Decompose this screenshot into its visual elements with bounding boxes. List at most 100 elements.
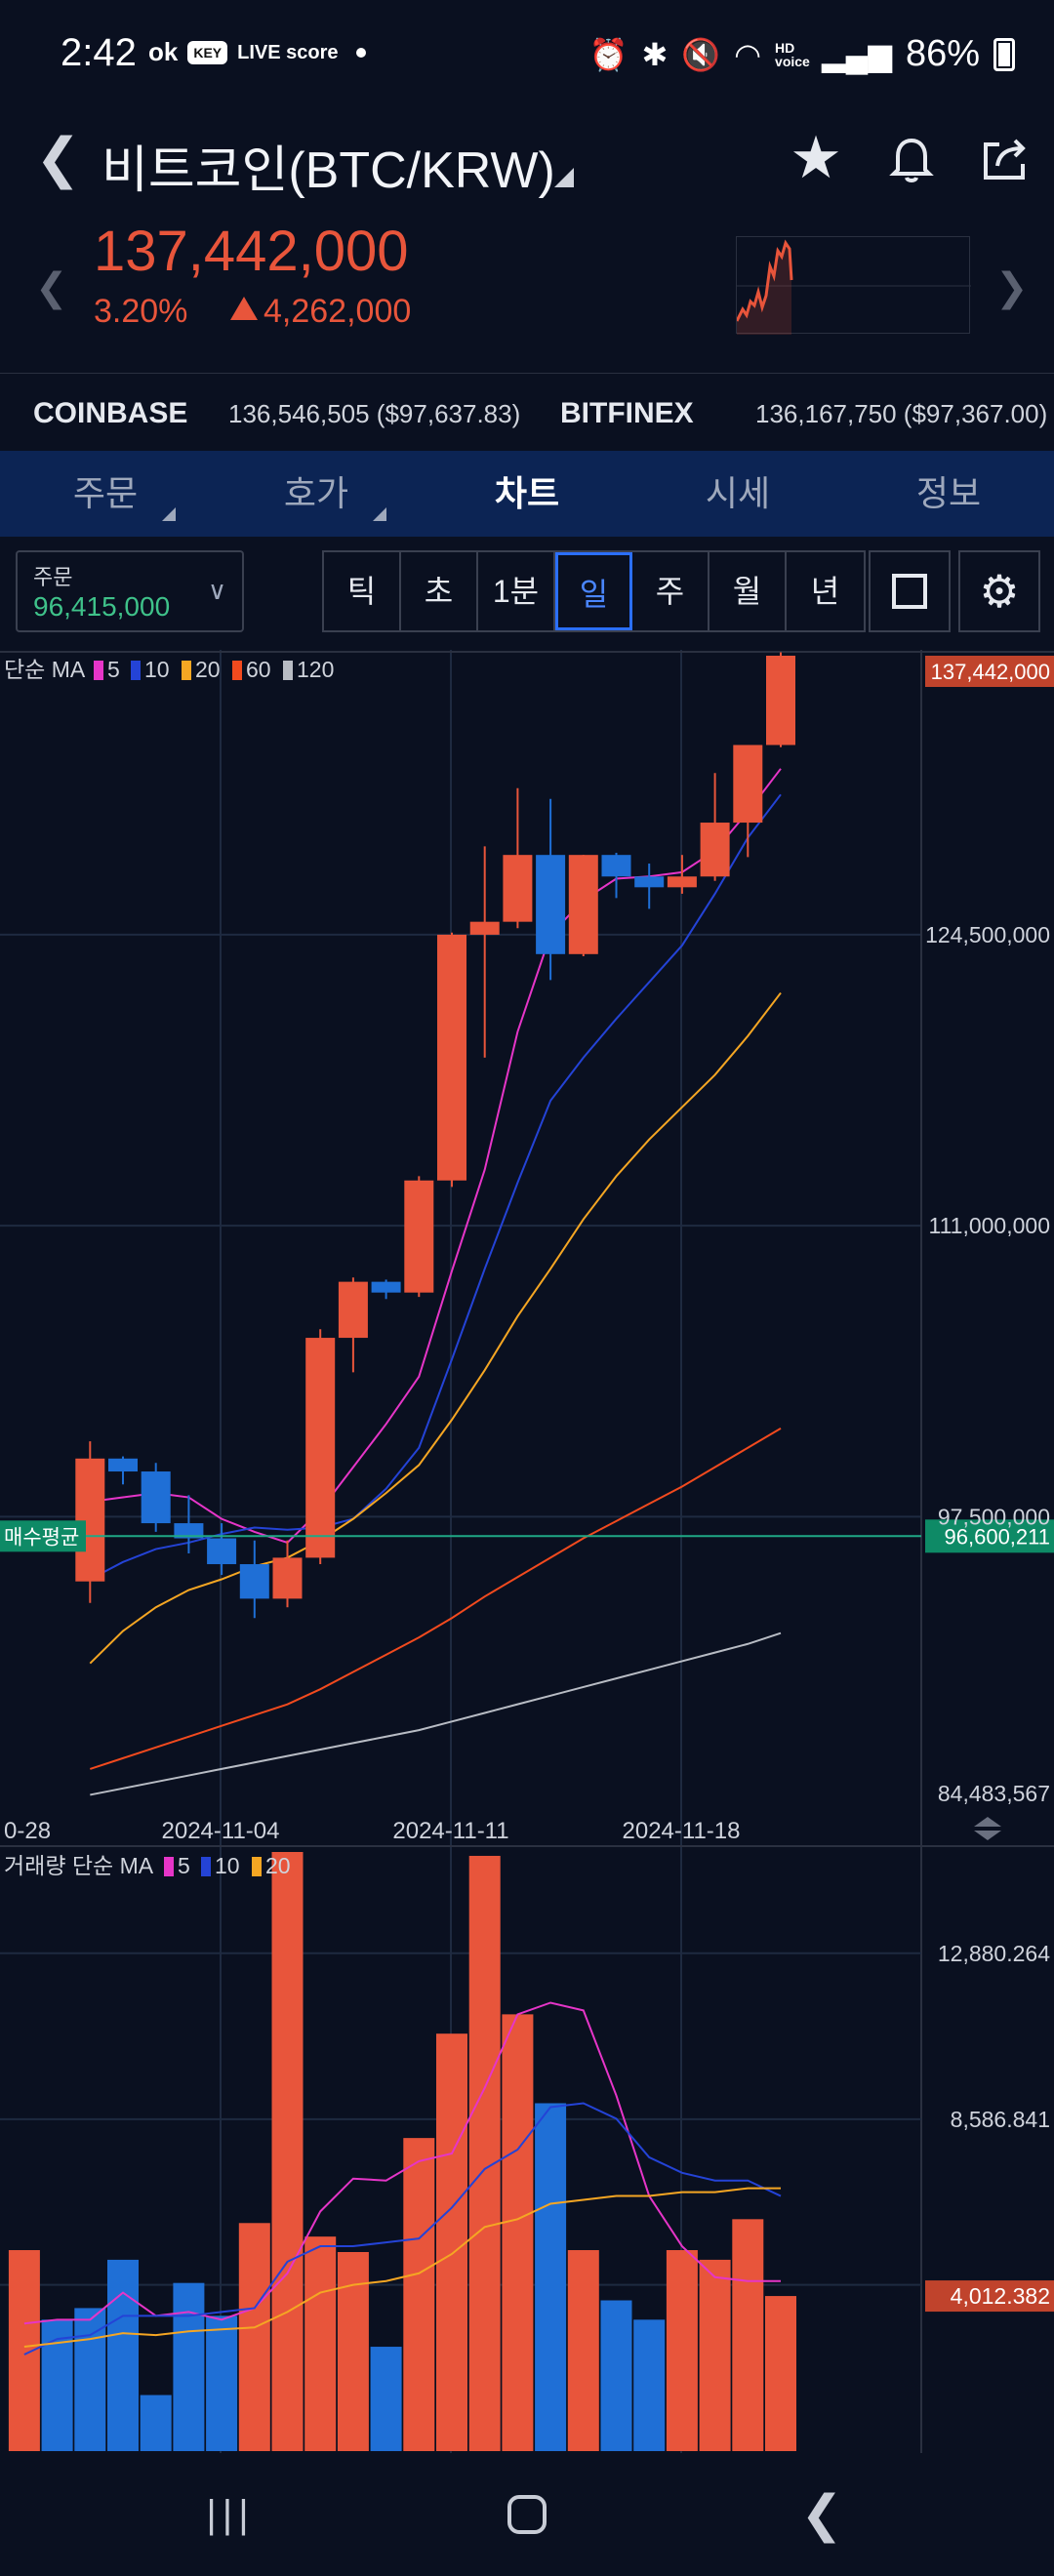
period-minute[interactable]: 1분 [478, 552, 555, 630]
legend-swatch [94, 661, 103, 680]
chart-svg[interactable]: 매수평균 96,600,211 124,500,000 111,000,000 97,5… [0, 650, 1054, 2453]
notification-dot-icon [355, 47, 366, 58]
tab-info[interactable]: 정보 [843, 451, 1054, 537]
bluetooth-icon: ✱ [641, 36, 669, 72]
battery-percent: 86% [905, 33, 980, 74]
mini-price-chart[interactable] [735, 236, 971, 335]
volume-ma10-line [23, 2102, 782, 2355]
price-ma20-line [89, 991, 782, 1665]
avg-buy-badge [0, 1520, 86, 1552]
home-icon[interactable] [488, 2482, 566, 2547]
legend-label: 5 [107, 657, 120, 682]
candle-body [667, 876, 697, 888]
volume-bar [666, 2250, 698, 2451]
volume-bar [8, 2250, 40, 2451]
exchange-price: 136,546,505 ($97,637.83) [228, 399, 521, 428]
candle-body [207, 1538, 237, 1565]
gear-icon: ⚙ [979, 566, 1020, 617]
volume-bar [468, 1855, 501, 2451]
price-ma5-line [90, 768, 782, 1545]
price-y-tick: 124,500,000 [925, 922, 1050, 947]
nav-back-icon[interactable]: ❮ [800, 2486, 843, 2543]
tab-orderbook[interactable]: 호가 [211, 451, 422, 537]
legend-swatch [232, 661, 242, 680]
share-icon[interactable] [976, 129, 1034, 187]
period-day[interactable]: 일 [555, 552, 632, 630]
tab-chart[interactable]: 차트 [422, 451, 632, 537]
main-tabs: 주문 호가 차트 시세 정보 [0, 451, 1054, 537]
alarm-icon: ⏰ [588, 36, 628, 72]
volume-bar [304, 2236, 337, 2451]
legend-label: 120 [297, 657, 334, 682]
price-ma60-line [89, 1427, 782, 1770]
volume-bar [206, 2315, 238, 2451]
volume-bar [370, 2347, 402, 2451]
price-y-tick: 111,000,000 [929, 1213, 1051, 1238]
chevron-down-icon: ∨ [207, 576, 226, 605]
recent-apps-icon[interactable]: ||| [206, 2492, 255, 2536]
fullscreen-button[interactable] [869, 550, 951, 632]
tab-dropdown-icon [373, 507, 386, 521]
legend-label: 20 [195, 657, 221, 682]
resize-down-icon [974, 1831, 1001, 1840]
next-coin-icon[interactable]: ❯ [995, 266, 1029, 309]
settings-button[interactable]: ⚙ [958, 550, 1040, 632]
mute-icon: 🔇 [681, 36, 721, 72]
period-year[interactable]: 년 [810, 574, 840, 609]
order-select[interactable]: 주문 96,415,000 ∨ [16, 550, 244, 632]
change-percent: 3.20% [94, 293, 188, 330]
battery-icon [993, 37, 1015, 71]
legend-label: 5 [178, 1853, 190, 1878]
legend-swatch [164, 1857, 174, 1876]
previous-coin-icon[interactable]: ❮ [35, 266, 68, 309]
volume-bar [732, 2219, 764, 2451]
back-icon[interactable]: ❮ [35, 127, 81, 188]
period-second[interactable]: 초 [401, 552, 478, 630]
volume-bar [337, 2251, 369, 2451]
x-tick: 2024-11-18 [623, 1818, 741, 1844]
x-tick: 2024-11-04 [162, 1818, 280, 1844]
candle-body [437, 934, 466, 1181]
period-tick[interactable]: 틱 [324, 552, 401, 630]
candle-body [536, 855, 566, 954]
tab-label: 주문 [72, 473, 139, 513]
avg-buy-value-badge [925, 1519, 1054, 1553]
candle-body [108, 1458, 138, 1472]
bell-icon[interactable] [882, 129, 941, 187]
x-tick: 0-28 [4, 1818, 51, 1844]
tab-quotes[interactable]: 시세 [632, 451, 843, 537]
tab-label: 차트 [494, 473, 560, 513]
volume-bar [567, 2250, 599, 2451]
legend-label: 20 [265, 1853, 291, 1878]
tab-label: 시세 [705, 473, 771, 513]
candle-body [239, 1564, 269, 1599]
livescore-app-icon: LIVE score [237, 41, 339, 63]
candle-body [272, 1557, 303, 1599]
chart-area[interactable]: 매수평균 96,600,211 124,500,000 111,000,000 97,5… [0, 650, 1054, 2453]
candle-body [404, 1180, 434, 1293]
tab-order[interactable]: 주문 [0, 451, 211, 537]
order-select-value: 96,415,000 [33, 591, 171, 622]
volume-bar [502, 2014, 534, 2451]
avg-buy-label: 매수평균 [4, 1526, 79, 1549]
title-dropdown-icon[interactable] [554, 168, 574, 187]
candle-body [733, 745, 763, 824]
candle-body [371, 1281, 401, 1293]
volume-ma20-line [23, 2187, 781, 2349]
chart-toolbar: 주문 96,415,000 ∨ 틱 초 1분 일 주 월 년 ⚙ [0, 537, 1054, 650]
period-selector: 틱 초 1분 일 주 월 년 [322, 550, 866, 632]
legend-swatch [182, 661, 191, 680]
status-time: 2:42 [61, 31, 137, 74]
x-tick: 2024-11-11 [392, 1818, 508, 1844]
period-week[interactable]: 주 [632, 552, 709, 630]
star-icon[interactable]: ★ [790, 125, 842, 190]
period-month[interactable]: 월 [709, 552, 787, 630]
page-title[interactable]: 비트코인(BTC/KRW) [101, 142, 555, 199]
system-nav-bar: ||| ❮ [0, 2453, 1054, 2576]
legend-swatch [201, 1857, 211, 1876]
volume-bar [600, 2300, 632, 2451]
volume-bar [535, 2103, 567, 2451]
tab-label: 호가 [283, 473, 349, 513]
hd-voice-icon: HD voice [775, 39, 810, 69]
key-app-icon: KEY [187, 40, 228, 64]
